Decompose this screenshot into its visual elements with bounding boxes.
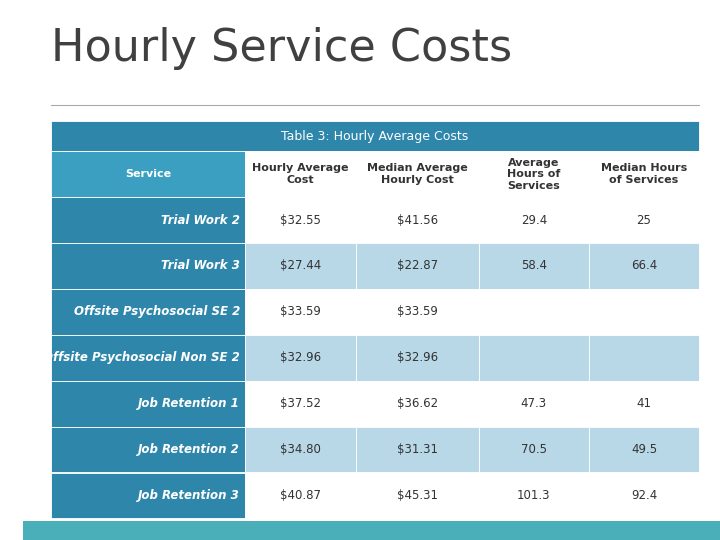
Bar (51, 122, 699, 151)
Bar (479, 289, 589, 335)
Text: 41: 41 (636, 397, 652, 410)
Bar (589, 472, 699, 518)
Text: 92.4: 92.4 (631, 489, 657, 502)
Text: Offsite Psychosocial Non SE 2: Offsite Psychosocial Non SE 2 (43, 351, 240, 364)
Bar (356, 289, 479, 335)
Text: $27.44: $27.44 (280, 259, 321, 273)
Bar (479, 243, 589, 289)
Bar (51, 427, 246, 472)
Text: 101.3: 101.3 (517, 489, 551, 502)
Text: Offsite Psychosocial SE 2: Offsite Psychosocial SE 2 (73, 305, 240, 319)
Bar (479, 472, 589, 518)
Bar (589, 381, 699, 427)
Text: Service: Service (125, 169, 171, 179)
Text: Median Hours
of Services: Median Hours of Services (601, 163, 687, 185)
Bar (479, 381, 589, 427)
Bar (246, 427, 356, 472)
Text: $32.96: $32.96 (397, 351, 438, 364)
Text: Median Average
Hourly Cost: Median Average Hourly Cost (366, 163, 467, 185)
Text: Job Retention 3: Job Retention 3 (138, 489, 240, 502)
Bar (51, 335, 246, 381)
Text: 70.5: 70.5 (521, 443, 547, 456)
Text: Hourly Average
Cost: Hourly Average Cost (252, 163, 348, 185)
Bar (246, 381, 356, 427)
Bar (589, 197, 699, 243)
Bar (356, 472, 479, 518)
Text: 29.4: 29.4 (521, 213, 547, 227)
Bar (51, 243, 246, 289)
Bar (246, 243, 356, 289)
Bar (479, 427, 589, 472)
Text: $40.87: $40.87 (280, 489, 321, 502)
Bar (356, 335, 479, 381)
Text: Hourly Service Costs: Hourly Service Costs (51, 27, 512, 70)
Bar (356, 243, 479, 289)
Bar (23, 521, 720, 540)
Text: 49.5: 49.5 (631, 443, 657, 456)
Text: $45.31: $45.31 (397, 489, 438, 502)
Bar (589, 427, 699, 472)
Bar (589, 335, 699, 381)
Bar (479, 335, 589, 381)
Text: Job Retention 1: Job Retention 1 (138, 397, 240, 410)
Bar (246, 472, 356, 518)
Bar (589, 289, 699, 335)
Text: Trial Work 2: Trial Work 2 (161, 213, 240, 227)
Text: $31.31: $31.31 (397, 443, 438, 456)
Bar (246, 335, 356, 381)
Text: Trial Work 3: Trial Work 3 (161, 259, 240, 273)
Bar (51, 197, 246, 243)
Text: 66.4: 66.4 (631, 259, 657, 273)
Bar (356, 197, 479, 243)
Bar (51, 472, 246, 518)
Bar (479, 197, 589, 243)
Bar (51, 151, 246, 197)
Bar (589, 151, 699, 197)
Text: $37.52: $37.52 (280, 397, 321, 410)
Text: $34.80: $34.80 (280, 443, 321, 456)
Bar (589, 243, 699, 289)
Text: Average
Hours of
Services: Average Hours of Services (507, 158, 561, 191)
Bar (51, 289, 246, 335)
Text: Table 3: Hourly Average Costs: Table 3: Hourly Average Costs (282, 130, 469, 143)
Text: $32.96: $32.96 (280, 351, 321, 364)
Bar (51, 381, 246, 427)
Text: 58.4: 58.4 (521, 259, 547, 273)
Bar (246, 151, 356, 197)
Text: Job Retention 2: Job Retention 2 (138, 443, 240, 456)
Bar (356, 151, 479, 197)
Bar (246, 197, 356, 243)
Text: $36.62: $36.62 (397, 397, 438, 410)
Bar (246, 289, 356, 335)
Text: 25: 25 (636, 213, 652, 227)
Bar (356, 427, 479, 472)
Text: 47.3: 47.3 (521, 397, 547, 410)
Bar (356, 381, 479, 427)
Text: $22.87: $22.87 (397, 259, 438, 273)
Bar (479, 151, 589, 197)
Text: $32.55: $32.55 (280, 213, 321, 227)
Text: $41.56: $41.56 (397, 213, 438, 227)
Text: $33.59: $33.59 (280, 305, 321, 319)
Text: $33.59: $33.59 (397, 305, 438, 319)
